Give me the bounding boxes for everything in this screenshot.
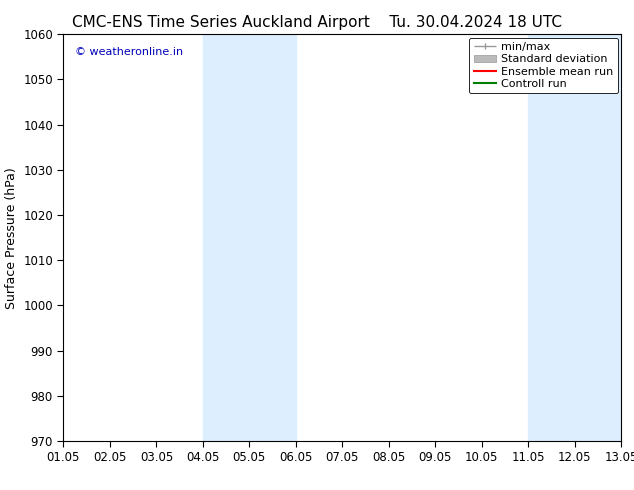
- Bar: [203, 34, 296, 441]
- Legend: min/max, Standard deviation, Ensemble mean run, Controll run: min/max, Standard deviation, Ensemble me…: [469, 38, 618, 93]
- Text: © weatheronline.in: © weatheronline.in: [75, 47, 183, 56]
- Y-axis label: Surface Pressure (hPa): Surface Pressure (hPa): [4, 167, 18, 309]
- Text: CMC-ENS Time Series Auckland Airport    Tu. 30.04.2024 18 UTC: CMC-ENS Time Series Auckland Airport Tu.…: [72, 15, 562, 30]
- Bar: [528, 34, 621, 441]
